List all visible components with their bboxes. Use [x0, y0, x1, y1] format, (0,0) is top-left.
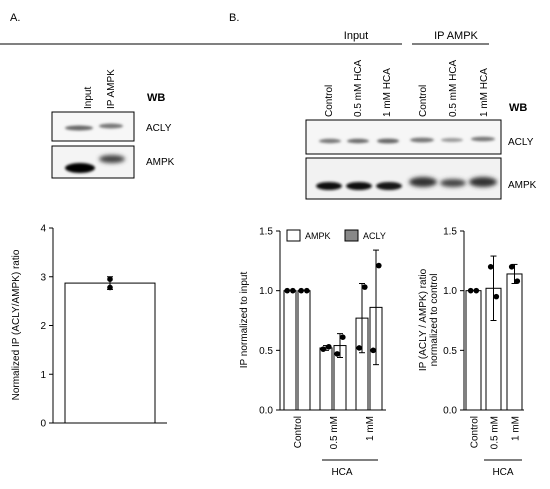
lane-b-6: 1 mM HCA [479, 68, 490, 117]
data-point [514, 278, 521, 284]
y-tick-label: 0 [40, 419, 46, 430]
data-point [298, 287, 305, 294]
band-b-acly-6 [471, 136, 495, 142]
wb-label: WB [147, 92, 165, 104]
band-b-ampk-6 [469, 177, 497, 187]
x-tick-label: 1 mM [511, 416, 522, 441]
band-b-acly-1 [319, 138, 341, 144]
band-b-ampk-label: AMPK [508, 180, 537, 191]
bar [506, 273, 523, 411]
band-b-ampk-2 [346, 182, 372, 190]
y-tick-label: 0.5 [443, 346, 457, 357]
data-point [473, 287, 480, 294]
y-tick-label: 0.0 [259, 406, 273, 417]
x-tick-label: Control [470, 416, 481, 448]
bar [64, 282, 156, 424]
lane-label-input: Input [83, 87, 94, 109]
lane-label-ip-ampk: IP AMPK [106, 69, 117, 109]
x-tick-label: 0.5 mM [329, 416, 340, 449]
lane-b-3: 1 mM HCA [382, 68, 393, 117]
y-tick-label: 3 [40, 272, 46, 283]
y-tick-label: 1.0 [443, 286, 457, 297]
band-b-acly-2 [347, 138, 369, 144]
x-tick-label: 1 mM [365, 416, 376, 441]
bar [465, 290, 482, 411]
band-a-acly-input [65, 125, 93, 131]
y-tick-label: 1.5 [443, 227, 457, 238]
lane-b-5: 0.5 mM HCA [448, 59, 459, 117]
y-tick-label: 1 [40, 370, 46, 381]
legend-swatch-acly [344, 229, 359, 242]
chart-acly-ampk-ratio: 0 1 2 3 4 Normalized IP (ACLY/AMPK) ratio [11, 224, 167, 430]
y-axis-title: Normalized IP (ACLY/AMPK) ratio [11, 249, 22, 400]
lane-b-1: Control [324, 85, 335, 117]
data-point [508, 264, 515, 270]
chart-ratio-normalized-control: 0.0 0.5 1.0 1.5 Control 0.5 mM 1 mM HCA IP (ACLY… [418, 227, 524, 478]
band-a-ampk-ip [99, 155, 125, 163]
lane-b-2: 0.5 mM HCA [353, 59, 364, 117]
legend-label-ampk: AMPK [305, 231, 331, 241]
band-b-ampk-5 [440, 179, 466, 187]
band-a-acly-label: ACLY [146, 123, 172, 134]
band-b-acly-3 [377, 138, 399, 144]
panel-a-label: A. [10, 12, 20, 24]
data-point [107, 284, 113, 291]
hca-group-label: HCA [331, 467, 352, 478]
y-axis-title-line: IP (ACLY / AMPK) ratio [418, 268, 429, 371]
bar-acly [297, 290, 311, 411]
band-b-acly-5 [441, 138, 463, 142]
data-point [304, 287, 310, 294]
blot-b-ampk [305, 157, 502, 200]
data-point [290, 287, 296, 294]
y-tick-label: 1.0 [259, 286, 273, 297]
lane-b-4: Control [418, 85, 429, 117]
group-label-ip-ampk: IP AMPK [434, 30, 478, 42]
data-point [356, 345, 363, 351]
data-point [107, 276, 113, 282]
y-axis-title: IP normalized to input [239, 272, 250, 369]
bar-ampk [283, 290, 297, 411]
data-point [467, 287, 474, 294]
bar-ampk [319, 347, 333, 411]
legend-swatch-ampk [286, 229, 301, 242]
wb-label-b: WB [509, 102, 527, 114]
panel-b-label: B. [229, 12, 239, 24]
y-tick-label: 4 [40, 224, 46, 235]
data-point [320, 346, 327, 352]
data-point [370, 347, 377, 354]
blot-b-acly [305, 119, 502, 155]
data-point [362, 284, 368, 290]
data-point [493, 293, 500, 300]
hca-group-label: HCA [492, 467, 513, 478]
band-b-ampk-4 [409, 177, 437, 187]
y-tick-label: 2 [40, 321, 46, 332]
data-point [340, 334, 346, 341]
y-tick-label: 0.5 [259, 346, 273, 357]
data-point [487, 264, 494, 270]
data-point [326, 343, 332, 350]
band-b-ampk-3 [376, 182, 402, 190]
data-point [284, 287, 291, 294]
y-tick-label: 0.0 [443, 406, 457, 417]
band-b-acly-4 [410, 137, 434, 143]
band-a-ampk-input [65, 163, 95, 173]
blot-a-ampk [51, 145, 135, 179]
legend-label-acly: ACLY [363, 231, 386, 241]
y-axis-title-line: normalized to control [429, 274, 440, 367]
band-a-acly-ip [99, 123, 123, 129]
group-label-input: Input [344, 30, 368, 42]
chart-ip-normalized-input: 0.0 0.5 1.0 1.5 Control 0.5 mM 1 mM HCA AMPK ACLY… [239, 227, 386, 478]
band-b-ampk-1 [316, 182, 342, 190]
y-axis-title: IP (ACLY / AMPK) rationormalized to cont… [418, 268, 440, 371]
y-tick-label: 1.5 [259, 227, 273, 238]
data-point [334, 351, 341, 357]
x-tick-label: Control [293, 416, 304, 448]
data-point [376, 262, 382, 269]
band-a-ampk-label: AMPK [146, 157, 175, 168]
band-b-acly-label: ACLY [508, 137, 534, 148]
x-tick-label: 0.5 mM [490, 416, 501, 449]
